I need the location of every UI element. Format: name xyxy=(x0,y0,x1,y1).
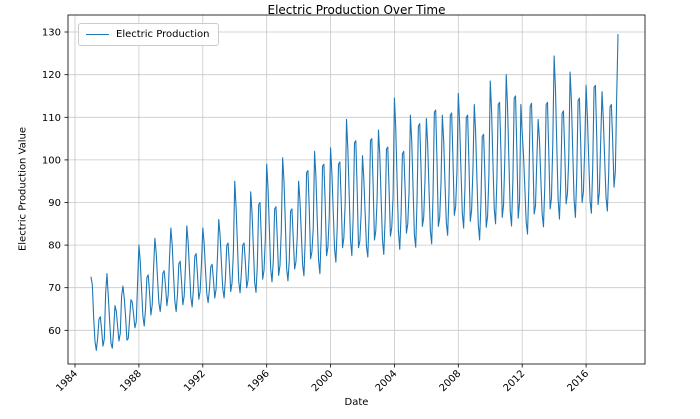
x-tick-label: 1996 xyxy=(246,368,272,394)
x-tick-label: 1992 xyxy=(182,368,208,394)
x-tick-label: 2004 xyxy=(374,368,400,394)
legend: Electric Production xyxy=(78,23,220,46)
y-tick-label: 70 xyxy=(48,283,61,294)
tick-marks xyxy=(64,31,587,368)
legend-line-sample xyxy=(86,34,109,35)
x-tick-label: 2012 xyxy=(502,368,528,394)
x-tick-label: 1988 xyxy=(118,368,144,394)
axes-spines xyxy=(67,14,646,365)
x-tick-label: 2008 xyxy=(438,368,464,394)
chart-title: Electric Production Over Time xyxy=(267,3,446,17)
electric-production-line xyxy=(90,34,619,351)
x-tick-label: 2016 xyxy=(565,368,591,394)
x-tick-label: 2000 xyxy=(310,368,336,394)
y-tick-label: 130 xyxy=(42,28,61,39)
y-tick-label: 80 xyxy=(48,241,61,252)
y-tick-label: 90 xyxy=(48,198,61,209)
gridlines xyxy=(68,15,645,364)
y-tick-label: 60 xyxy=(48,326,61,337)
y-tick-label: 110 xyxy=(42,113,61,124)
y-tick-label: 100 xyxy=(42,155,61,166)
x-axis-label: Date xyxy=(344,397,369,408)
x-tick-label: 1984 xyxy=(54,368,80,394)
legend-label: Electric Production xyxy=(116,29,210,40)
y-tick-label: 120 xyxy=(42,70,61,81)
